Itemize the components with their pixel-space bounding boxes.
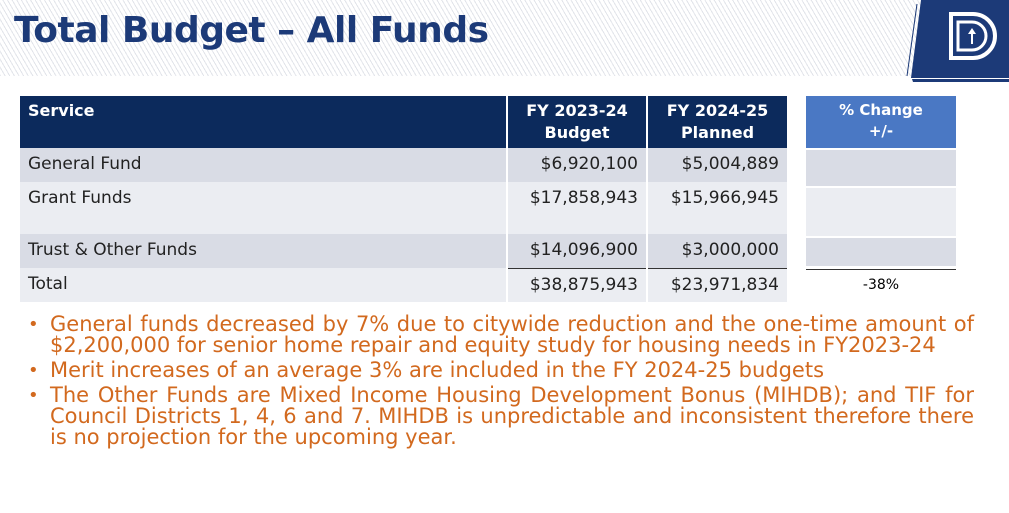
pct-header-line1: % Change [839, 101, 923, 119]
budget-table: Service FY 2023-24 Budget FY 2024-25 Pla… [20, 96, 787, 302]
pct-cell [806, 150, 956, 186]
total-fy2324: $38,875,943 [506, 267, 647, 302]
row-service: Trust & Other Funds [20, 234, 507, 268]
list-item: • The Other Funds are Mixed Income Housin… [28, 385, 974, 448]
bullet-icon: • [28, 360, 39, 381]
list-item: • Merit increases of an average 3% are in… [28, 358, 974, 382]
bullet-icon: • [28, 385, 39, 406]
pct-change-header: % Change +/- [806, 96, 956, 148]
note-text: The Other Funds are Mixed Income Housing… [50, 383, 974, 449]
note-text: General funds decreased by 7% due to cit… [50, 312, 974, 357]
table-total-row: Total $38,875,943 $23,971,834 [20, 267, 787, 302]
header-fy2425: FY 2024-25 Planned [646, 96, 787, 148]
pct-total: -38% [806, 269, 956, 303]
table-row: Grant Funds $17,858,943 $15,966,945 [20, 182, 787, 234]
table-row: Trust & Other Funds $14,096,900 $3,000,0… [20, 234, 787, 268]
header-pattern [0, 0, 1009, 76]
table-header-row: Service FY 2023-24 Budget FY 2024-25 Pla… [20, 96, 787, 148]
notes-list: • General funds decreased by 7% due to ci… [28, 314, 974, 452]
header-fy2324: FY 2023-24 Budget [506, 96, 647, 148]
row-service: General Fund [20, 148, 507, 182]
table-row: General Fund $6,920,100 $5,004,889 [20, 148, 787, 182]
total-fy2425: $23,971,834 [646, 267, 787, 302]
page-title: Total Budget – All Funds [14, 10, 489, 51]
header-fy2425-line2: Planned [680, 123, 755, 142]
row-fy2425: $15,966,945 [646, 182, 787, 234]
header-service: Service [20, 96, 507, 148]
row-fy2324: $17,858,943 [506, 182, 647, 234]
header-fy2324-line2: Budget [544, 123, 610, 142]
bullet-icon: • [28, 314, 39, 335]
pct-change-column: % Change +/- -38% [806, 96, 956, 303]
header-fy2324-line1: FY 2023-24 [526, 101, 628, 120]
header-fy2425-line1: FY 2024-25 [666, 101, 769, 120]
row-fy2324: $6,920,100 [506, 148, 647, 182]
list-item: • General funds decreased by 7% due to ci… [28, 314, 974, 356]
note-text: Merit increases of an average 3% are inc… [50, 358, 825, 382]
row-fy2425: $3,000,000 [646, 234, 787, 268]
pct-cell [806, 188, 956, 236]
dallas-d-logo-icon [905, 0, 1009, 82]
row-fy2425: $5,004,889 [646, 148, 787, 182]
row-fy2324: $14,096,900 [506, 234, 647, 268]
total-service: Total [20, 268, 507, 302]
row-service: Grant Funds [20, 182, 507, 234]
pct-header-line2: +/- [868, 122, 894, 140]
pct-cell [806, 238, 956, 266]
